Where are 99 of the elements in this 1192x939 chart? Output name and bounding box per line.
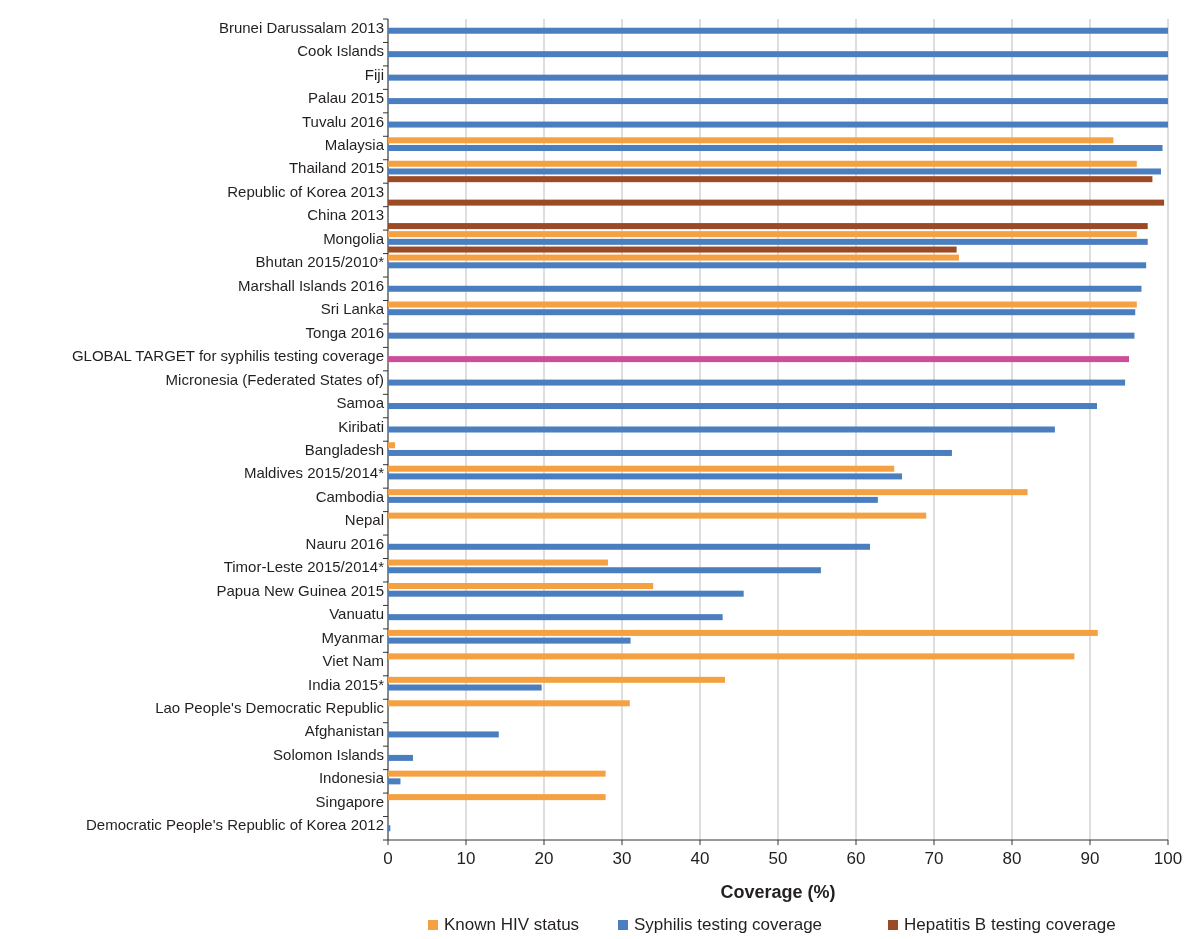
bar [388,98,1168,105]
y-tick-label: Afghanistan [304,722,384,740]
x-tick-label: 70 [924,849,944,868]
bar [388,543,871,550]
bar [388,403,1098,410]
bar [388,176,1153,183]
bar [388,512,927,519]
bar [388,254,959,261]
y-tick-label: Vanuatu [329,605,384,623]
bar [388,731,499,738]
bar [388,301,1137,308]
y-tick-label: Tonga 2016 [305,323,384,341]
y-tick-label: India 2015* [308,675,385,693]
y-tick-label: Bhutan 2015/2010* [255,253,385,271]
y-tick-label: Fiji [364,65,384,83]
y-tick-label: Nauru 2016 [305,534,384,552]
bar [388,121,1168,128]
bar [388,629,1098,636]
bar [388,145,1163,152]
bar [388,496,878,503]
bar [388,168,1161,175]
y-tick-label: Kiribati [338,417,384,435]
x-tick-label: 50 [768,849,788,868]
y-tick-label: Democratic People's Republic of Korea 2012 [85,816,384,834]
bar [388,27,1168,34]
bar [388,637,631,644]
bar [388,199,1165,206]
bar [388,137,1114,144]
bar [388,223,1148,230]
y-tick-label: Timor-Leste 2015/2014* [223,558,385,576]
y-tick-label: Republic of Korea 2013 [227,182,384,200]
y-tick-label: Brunei Darussalam 2013 [218,18,384,36]
bar [388,473,903,480]
y-tick-label: GLOBAL TARGET for syphilis testing coverage [71,347,384,365]
y-tick-label: Viet Nam [322,652,384,670]
x-tick-label: 80 [1002,849,1022,868]
bar [388,356,1129,363]
bar [388,653,1075,660]
bar [388,489,1028,496]
y-tick-label: Samoa [336,394,385,412]
y-tick-label: China 2013 [307,206,384,224]
legend-label: Syphilis testing coverage [634,915,823,934]
bar [388,74,1168,81]
x-tick-label: 30 [612,849,632,868]
x-tick-label: 40 [690,849,710,868]
bar [388,465,895,472]
bar [388,309,1136,316]
x-axis-title: Coverage (%) [720,882,836,902]
bar [388,583,654,589]
y-tick-label: Singapore [315,792,384,810]
bar [388,794,606,801]
bar [388,51,1168,58]
y-tick-label: Sri Lanka [320,300,385,318]
bar [388,426,1055,433]
bar [388,770,606,777]
bar [388,684,542,691]
y-tick-label: Mongolia [323,229,385,247]
bar [388,238,1148,245]
y-tick-label: Maldives 2015/2014* [243,464,385,482]
y-tick-label: Papua New Guinea 2015 [216,581,384,599]
y-tick-label: Palau 2015 [308,89,384,107]
bar [388,567,821,574]
bar [388,559,608,566]
x-tick-label: 0 [383,849,393,868]
x-tick-label: 20 [534,849,554,868]
x-tick-label: 60 [846,849,866,868]
bar [388,262,1147,269]
bar [388,676,725,683]
y-tick-label: Myanmar [321,628,384,646]
bar [388,160,1137,167]
y-tick-label: Solomon Islands [273,745,384,763]
y-tick-label: Lao People's Democratic Republic [155,698,385,716]
x-tick-label: 90 [1080,849,1100,868]
legend-label: Hepatitis B testing coverage [904,915,1116,934]
y-tick-label: Bangladesh [304,440,384,458]
legend-label: Known HIV status [444,915,580,934]
bar [388,754,413,761]
bar [388,449,952,456]
bar [388,332,1135,339]
bar [388,231,1137,238]
x-tick-label: 10 [456,849,476,868]
x-tick-label: 100 [1153,849,1183,868]
y-tick-label: Cook Islands [297,42,384,60]
y-tick-label: Marshall Islands 2016 [238,276,384,294]
bar [388,379,1126,386]
bar [388,246,957,253]
y-tick-label: Malaysia [324,136,385,154]
y-tick-label: Thailand 2015 [288,159,384,177]
y-tick-label: Micronesia (Federated States of) [165,370,384,388]
bar [388,700,630,707]
y-tick-label: Nepal [344,511,384,529]
y-tick-label: Cambodia [315,487,385,505]
bar [388,285,1142,292]
bar [388,442,396,449]
y-tick-label: Indonesia [318,769,385,787]
bar [388,778,401,785]
y-tick-label: Tuvalu 2016 [301,112,384,130]
bar [388,614,723,621]
bar [388,590,744,597]
